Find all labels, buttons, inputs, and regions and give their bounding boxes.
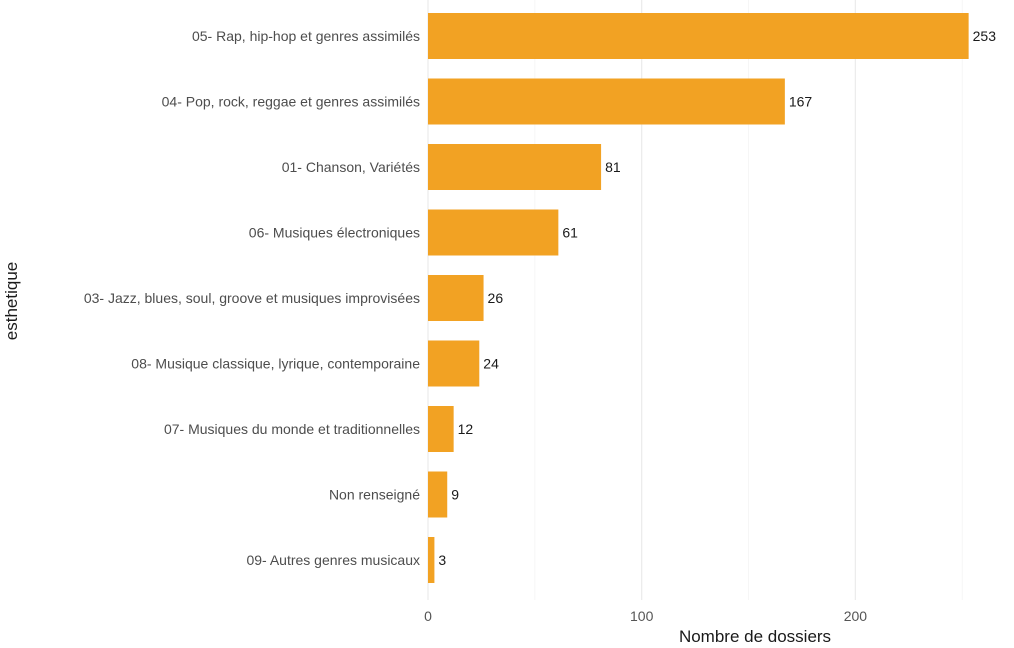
bar xyxy=(428,13,969,59)
value-label: 26 xyxy=(488,290,504,306)
value-labels: 253 167 81 61 26 24 12 9 3 xyxy=(438,28,996,568)
value-label: 253 xyxy=(973,28,997,44)
category-label: 07- Musiques du monde et traditionnelles xyxy=(164,421,420,437)
bars-layer xyxy=(428,13,969,583)
bar xyxy=(428,471,448,518)
value-label: 9 xyxy=(451,487,459,503)
bar xyxy=(428,340,480,387)
bar xyxy=(428,78,785,125)
x-axis-ticks: 0 100 200 xyxy=(424,608,867,624)
bar xyxy=(428,406,454,452)
category-label: 08- Musique classique, lyrique, contempo… xyxy=(131,356,420,372)
bar xyxy=(428,275,484,321)
category-label: 01- Chanson, Variétés xyxy=(282,159,420,175)
bar xyxy=(428,209,559,256)
category-labels: 05- Rap, hip-hop et genres assimilés 04- … xyxy=(84,28,420,568)
x-axis-title: Nombre de dossiers xyxy=(679,627,831,646)
x-tick-label: 200 xyxy=(844,608,868,624)
y-axis-title: esthetique xyxy=(2,262,21,340)
value-label: 24 xyxy=(483,356,499,372)
value-label: 3 xyxy=(438,552,446,568)
bar xyxy=(428,537,435,583)
bar xyxy=(428,144,602,190)
x-tick-label: 0 xyxy=(424,608,432,624)
category-label: 05- Rap, hip-hop et genres assimilés xyxy=(192,28,420,44)
value-label: 61 xyxy=(562,225,578,241)
category-label: Non renseigné xyxy=(329,487,420,503)
value-label: 12 xyxy=(458,421,474,437)
category-label: 09- Autres genres musicaux xyxy=(246,552,420,568)
category-label: 04- Pop, rock, reggae et genres assimilé… xyxy=(162,94,420,110)
category-label: 03- Jazz, blues, soul, groove et musique… xyxy=(84,290,420,306)
value-label: 81 xyxy=(605,159,621,175)
category-label: 06- Musiques électroniques xyxy=(249,225,420,241)
x-tick-label: 100 xyxy=(630,608,654,624)
value-label: 167 xyxy=(789,94,813,110)
